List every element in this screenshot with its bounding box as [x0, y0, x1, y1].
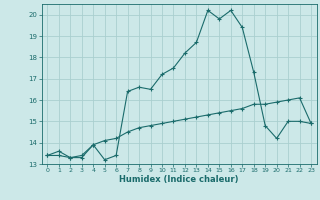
X-axis label: Humidex (Indice chaleur): Humidex (Indice chaleur) [119, 175, 239, 184]
